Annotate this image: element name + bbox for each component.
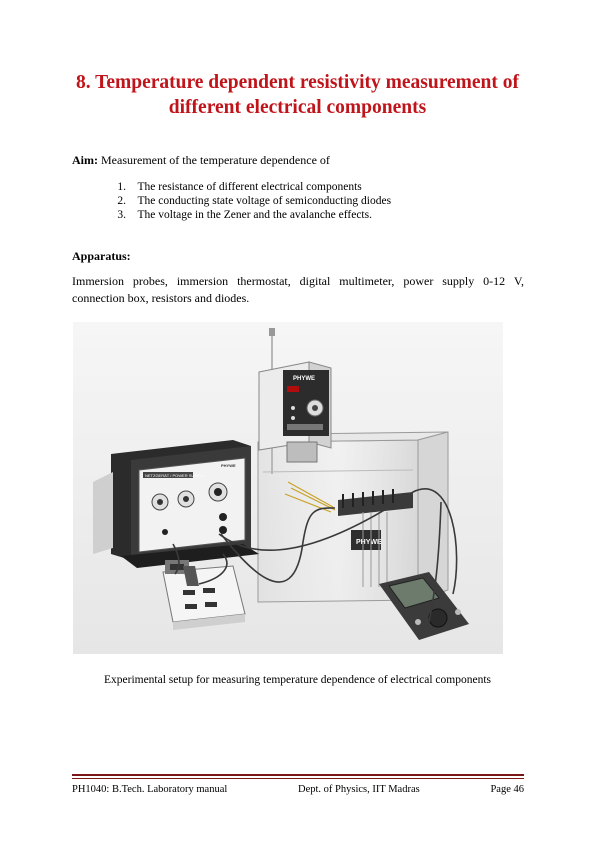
thermostat-brand: PHYWE: [293, 376, 315, 382]
power-supply-brand: PHYWE: [221, 463, 236, 468]
cables: [172, 488, 458, 623]
footer-center: Dept. of Physics, IIT Madras: [298, 784, 420, 795]
setup-illustration: PHYWE PHYWE: [73, 322, 503, 654]
page-footer: PH1040: B.Tech. Laboratory manual Dept. …: [72, 784, 524, 795]
aim-text: Measurement of the temperature dependenc…: [98, 153, 330, 167]
aim-paragraph: Aim: Measurement of the temperature depe…: [72, 153, 330, 168]
aim-list: 1. The resistance of different electrica…: [72, 180, 391, 223]
list-number: 1.: [117, 181, 126, 193]
list-item: 3. The voltage in the Zener and the aval…: [72, 208, 391, 222]
footer-left: PH1040: B.Tech. Laboratory manual: [72, 784, 228, 795]
list-number: 3.: [117, 209, 126, 222]
page-title: 8. Temperature dependent resistivity mea…: [60, 70, 535, 120]
footer-rule-thin: [72, 778, 524, 779]
immersion-thermostat: PHYWE: [258, 328, 332, 474]
power-supply: NETZGERÄT / POWER SUPPLY PHYWE: [93, 440, 259, 568]
digital-multimeter: [379, 572, 469, 640]
apparatus-heading: Apparatus:: [72, 249, 131, 263]
list-text: The conducting state voltage of semicond…: [137, 195, 392, 208]
bath-brand: PHYWE: [356, 539, 382, 546]
title-line-1: 8. Temperature dependent resistivity mea…: [75, 72, 520, 93]
list-number: 2.: [117, 195, 126, 208]
list-item: 2. The conducting state voltage of semic…: [72, 194, 391, 208]
figure-caption: Experimental setup for measuring tempera…: [103, 674, 491, 686]
connector-rail: PHYWE: [284, 481, 413, 587]
connection-box: [162, 560, 246, 630]
aim-label: Aim:: [72, 153, 98, 167]
footer-rule: [72, 774, 524, 776]
list-text: The voltage in the Zener and the avalanc…: [137, 209, 372, 222]
apparatus-text: Immersion probes, immersion thermostat, …: [72, 274, 524, 305]
list-item: 1. The resistance of different electrica…: [72, 180, 391, 194]
list-text: The resistance of different electrical c…: [137, 181, 362, 193]
footer-page-number: Page 46: [490, 784, 524, 795]
experimental-setup-photo: PHYWE PHYWE: [73, 322, 503, 654]
title-line-2: different electrical components: [168, 97, 427, 118]
power-supply-label: NETZGERÄT / POWER SUPPLY: [145, 473, 205, 478]
